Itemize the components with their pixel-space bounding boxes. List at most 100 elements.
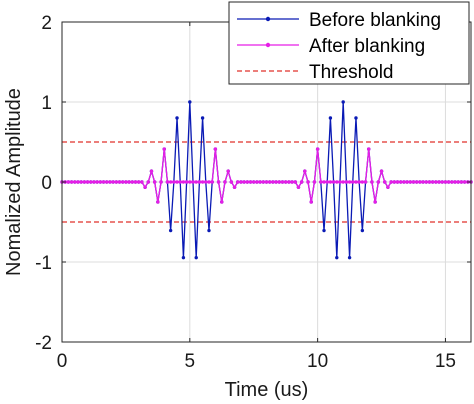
data-point: [204, 180, 208, 184]
data-point: [79, 180, 83, 184]
data-point: [392, 180, 397, 184]
data-point: [299, 180, 304, 184]
data-point: [395, 180, 400, 184]
legend-label-after-blanking: After blanking: [309, 36, 425, 57]
data-point: [386, 185, 390, 189]
data-point: [207, 228, 211, 233]
data-point: [434, 180, 438, 184]
data-point: [197, 180, 202, 184]
data-point: [95, 180, 99, 184]
data-point: [370, 180, 374, 184]
data-point: [191, 180, 195, 184]
y-axis-label: Nomalized Amplitude: [3, 88, 25, 276]
data-point: [143, 185, 147, 189]
data-point: [335, 180, 339, 184]
data-point: [98, 180, 103, 184]
data-point: [181, 255, 186, 260]
data-point: [188, 180, 192, 184]
data-point: [261, 180, 265, 184]
data-point: [360, 228, 365, 233]
data-point: [236, 180, 240, 184]
data-point: [328, 116, 333, 120]
data-point: [383, 180, 387, 184]
data-point: [223, 180, 227, 184]
threshold-lines: [62, 141, 471, 223]
data-point: [424, 180, 428, 184]
data-point: [376, 180, 381, 184]
data-point: [114, 180, 119, 184]
data-point: [296, 185, 301, 189]
data-point: [328, 180, 333, 184]
data-point: [101, 180, 106, 184]
data-point: [399, 180, 403, 184]
x-tick-label: 5: [185, 351, 196, 372]
data-point: [175, 116, 179, 120]
data-point: [127, 180, 131, 184]
data-point: [82, 180, 87, 184]
data-point: [283, 180, 288, 184]
data-point: [140, 180, 144, 184]
series-after-blanking: [60, 147, 473, 204]
data-point: [450, 180, 454, 184]
data-point: [331, 180, 336, 184]
data-point: [181, 180, 186, 184]
legend-label-threshold: Threshold: [309, 62, 394, 83]
data-point: [258, 180, 262, 184]
data-point: [200, 180, 205, 184]
legend-marker-before-blanking: [265, 16, 271, 22]
data-point: [341, 100, 345, 104]
data-point: [347, 255, 352, 260]
data-point: [194, 255, 198, 260]
data-point: [315, 147, 320, 151]
x-tick-label: 0: [57, 351, 68, 372]
data-point: [462, 180, 467, 184]
y-tick-label: 2: [41, 13, 52, 34]
data-point: [239, 180, 243, 184]
data-point: [325, 180, 329, 184]
data-point: [124, 180, 128, 184]
data-point: [245, 180, 250, 184]
data-point: [402, 180, 406, 184]
data-point: [293, 180, 297, 184]
data-point: [363, 180, 368, 184]
series-group: [60, 100, 473, 260]
data-point: [408, 180, 412, 184]
data-point: [319, 180, 323, 184]
data-point: [280, 180, 285, 184]
data-point: [66, 180, 71, 184]
data-point: [277, 180, 281, 184]
series-line-after-blanking: [62, 149, 471, 203]
legend-marker-after-blanking: [265, 42, 271, 48]
data-point: [76, 180, 80, 184]
data-point: [303, 169, 307, 173]
data-point: [117, 180, 122, 184]
data-point: [168, 228, 173, 233]
data-point: [373, 200, 377, 204]
data-point: [85, 180, 90, 184]
data-point: [446, 180, 451, 184]
data-point: [194, 180, 198, 184]
data-point: [459, 180, 464, 184]
data-point: [354, 180, 358, 184]
series-line-before-blanking: [62, 101, 471, 258]
data-point: [146, 180, 150, 184]
data-point: [200, 116, 205, 120]
y-tick-label: 1: [41, 93, 52, 114]
data-point: [427, 180, 432, 184]
data-point: [312, 180, 317, 184]
data-point: [105, 180, 109, 184]
data-point: [322, 228, 326, 233]
data-point: [220, 200, 224, 204]
y-tick-label: 0: [41, 173, 52, 194]
data-point: [389, 180, 393, 184]
data-point: [156, 200, 160, 204]
data-point: [242, 180, 246, 184]
data-point: [168, 180, 173, 184]
data-point: [108, 180, 112, 184]
data-point: [89, 180, 93, 184]
data-point: [255, 180, 259, 184]
data-point: [207, 180, 211, 184]
legend: Before blanking After blanking Threshold: [228, 1, 470, 85]
data-point: [354, 116, 358, 120]
data-point: [456, 180, 460, 184]
